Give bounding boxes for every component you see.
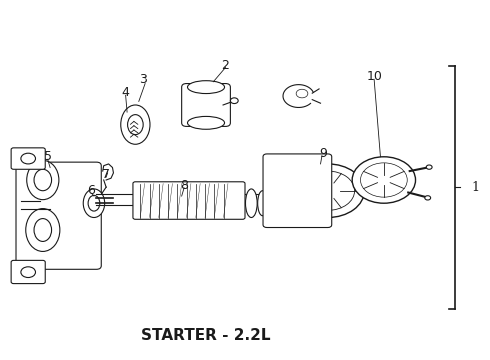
Ellipse shape [83, 189, 105, 217]
Text: STARTER - 2.2L: STARTER - 2.2L [141, 328, 271, 343]
Circle shape [230, 98, 238, 104]
Text: 8: 8 [180, 179, 188, 192]
Text: 4: 4 [122, 86, 129, 99]
FancyBboxPatch shape [263, 154, 332, 228]
Circle shape [361, 163, 407, 197]
Circle shape [425, 196, 431, 200]
Ellipse shape [34, 219, 51, 242]
Circle shape [426, 165, 432, 169]
Ellipse shape [88, 195, 100, 211]
Circle shape [21, 267, 35, 278]
Text: 3: 3 [139, 73, 147, 86]
FancyBboxPatch shape [133, 182, 245, 219]
FancyBboxPatch shape [11, 148, 45, 169]
Ellipse shape [258, 191, 268, 216]
Text: 1: 1 [471, 181, 480, 194]
FancyBboxPatch shape [182, 84, 230, 126]
Circle shape [352, 157, 416, 203]
Text: 5: 5 [44, 150, 51, 163]
Circle shape [296, 89, 308, 98]
Ellipse shape [26, 208, 60, 251]
Text: 7: 7 [102, 168, 110, 181]
Ellipse shape [245, 189, 257, 217]
Ellipse shape [188, 116, 224, 129]
Text: 10: 10 [366, 70, 382, 83]
Ellipse shape [127, 114, 143, 135]
Ellipse shape [34, 169, 51, 191]
Ellipse shape [188, 81, 224, 94]
Circle shape [291, 164, 365, 217]
Circle shape [21, 153, 35, 164]
Ellipse shape [27, 160, 59, 200]
Ellipse shape [121, 105, 150, 144]
Circle shape [301, 171, 355, 210]
FancyBboxPatch shape [16, 162, 101, 269]
Text: 6: 6 [88, 184, 96, 197]
FancyBboxPatch shape [11, 260, 45, 284]
Text: 9: 9 [319, 147, 327, 160]
Text: 2: 2 [221, 59, 229, 72]
